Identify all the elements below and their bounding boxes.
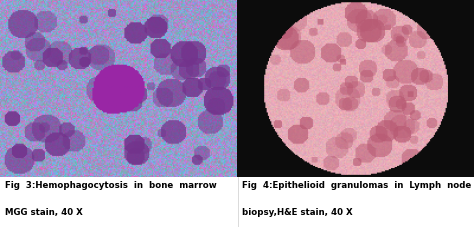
Text: Fig  4:Epithelioid  granulomas  in  Lymph  node: Fig 4:Epithelioid granulomas in Lymph no…	[242, 181, 471, 190]
Text: biopsy,H&E stain, 40 X: biopsy,H&E stain, 40 X	[242, 208, 352, 217]
Text: Fig  3:Hemophagocytosis  in  bone  marrow: Fig 3:Hemophagocytosis in bone marrow	[5, 181, 217, 190]
Text: MGG stain, 40 X: MGG stain, 40 X	[5, 208, 82, 217]
